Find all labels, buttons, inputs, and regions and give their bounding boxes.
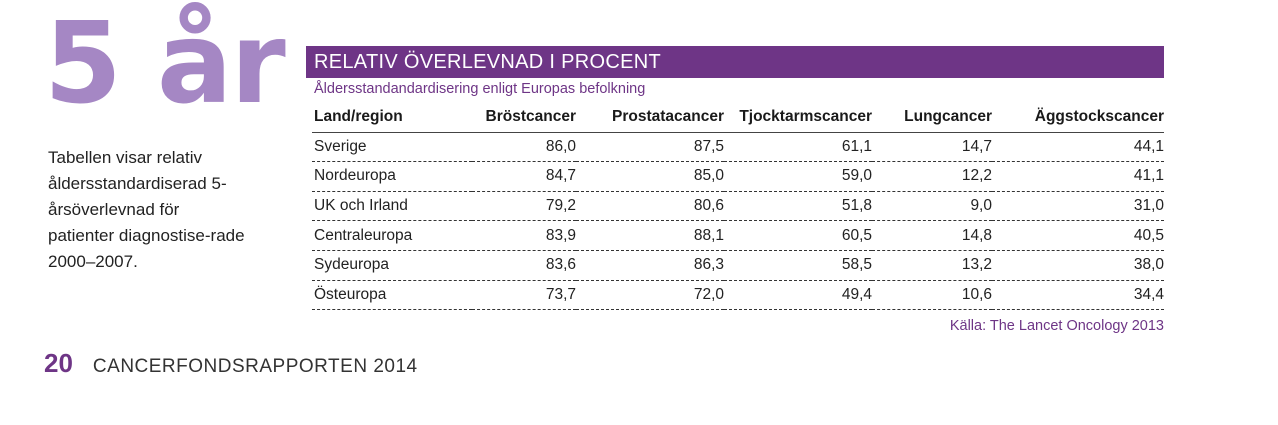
table-cell: UK och Irland <box>312 191 472 222</box>
table-cell: Centraleuropa <box>312 220 472 251</box>
column-header: Prostatacancer <box>576 103 724 133</box>
column-header: Tjocktarmscancer <box>724 103 872 133</box>
table-cell: 14,8 <box>872 220 992 251</box>
table-cell: 31,0 <box>992 191 1164 222</box>
table-row: Sverige 86,0 87,5 61,1 14,7 44,1 <box>312 132 1164 163</box>
page-footer: 20 CANCERFONDSRAPPORTEN 2014 <box>44 348 418 379</box>
table-cell: 51,8 <box>724 191 872 222</box>
table-cell: 10,6 <box>872 280 992 311</box>
table-cell: 41,1 <box>992 161 1164 192</box>
table-cell: Östeuropa <box>312 280 472 311</box>
table-row: Nordeuropa 84,7 85,0 59,0 12,2 41,1 <box>312 161 1164 192</box>
table-cell: 85,0 <box>576 161 724 192</box>
table-cell: 60,5 <box>724 220 872 251</box>
table-cell: 38,0 <box>992 250 1164 281</box>
column-header: Land/region <box>312 103 472 133</box>
table-cell: 88,1 <box>576 220 724 251</box>
table-title: RELATIV ÖVERLEVNAD I PROCENT <box>306 46 1164 78</box>
table-row: Centraleuropa 83,9 88,1 60,5 14,8 40,5 <box>312 220 1164 251</box>
table-cell: Sverige <box>312 132 472 163</box>
table-cell: 49,4 <box>724 280 872 311</box>
column-header: Äggstockscancer <box>992 103 1164 133</box>
table-cell: 34,4 <box>992 280 1164 311</box>
table-cell: 83,9 <box>472 220 576 251</box>
table-cell: 87,5 <box>576 132 724 163</box>
table-cell: Nordeuropa <box>312 161 472 192</box>
table-row: Sydeuropa 83,6 86,3 58,5 13,2 38,0 <box>312 250 1164 281</box>
table-cell: 59,0 <box>724 161 872 192</box>
table-cell: 12,2 <box>872 161 992 192</box>
intro-text: Tabellen visar relativ åldersstandardise… <box>48 148 245 271</box>
survival-table-panel: RELATIV ÖVERLEVNAD I PROCENT Åldersstand… <box>306 46 1164 334</box>
page-number: 20 <box>44 348 73 378</box>
table-cell: 58,5 <box>724 250 872 281</box>
table-subtitle: Åldersstandandardisering enligt Europas … <box>314 81 646 97</box>
table-cell: 80,6 <box>576 191 724 222</box>
table-cell: 79,2 <box>472 191 576 222</box>
report-name: CANCERFONDSRAPPORTEN 2014 <box>92 356 418 377</box>
table-cell: 73,7 <box>472 280 576 311</box>
column-header: Lungcancer <box>872 103 992 133</box>
survival-table: Land/region Bröstcancer Prostatacancer T… <box>312 103 1164 311</box>
table-cell: 61,1 <box>724 132 872 163</box>
table-header-row: Land/region Bröstcancer Prostatacancer T… <box>312 103 1164 133</box>
table-row: UK och Irland 79,2 80,6 51,8 9,0 31,0 <box>312 191 1164 222</box>
column-header: Bröstcancer <box>472 103 576 133</box>
table-cell: 83,6 <box>472 250 576 281</box>
table-cell: 72,0 <box>576 280 724 311</box>
table-cell: 40,5 <box>992 220 1164 251</box>
table-cell: 86,0 <box>472 132 576 163</box>
table-cell: 13,2 <box>872 250 992 281</box>
table-cell: 44,1 <box>992 132 1164 163</box>
table-source: Källa: The Lancet Oncology 2013 <box>949 318 1164 335</box>
table-cell: 14,7 <box>872 132 992 163</box>
table-cell: Sydeuropa <box>312 250 472 281</box>
table-cell: 86,3 <box>576 250 724 281</box>
big-title: 5 år <box>44 0 286 129</box>
table-cell: 84,7 <box>472 161 576 192</box>
table-row: Östeuropa 73,7 72,0 49,4 10,6 34,4 <box>312 280 1164 311</box>
table-cell: 9,0 <box>872 191 992 222</box>
